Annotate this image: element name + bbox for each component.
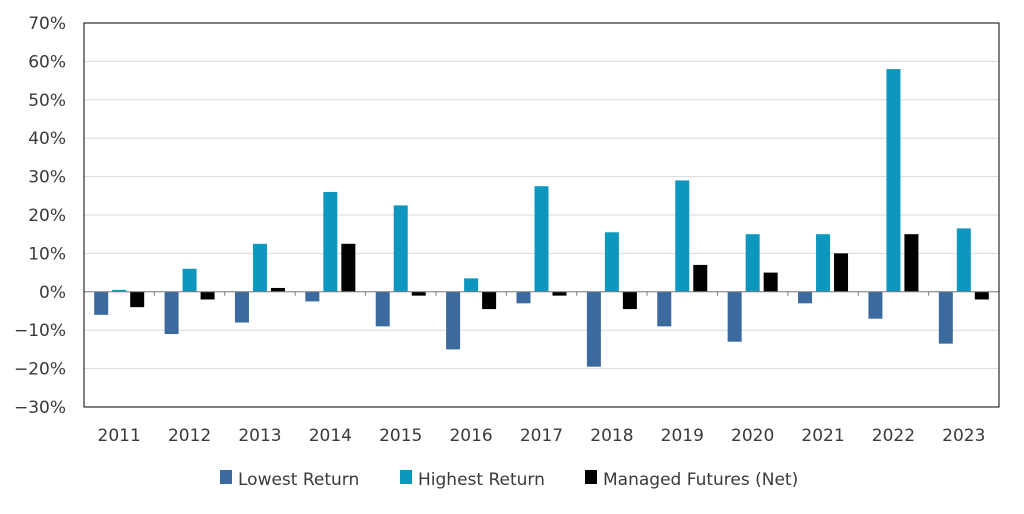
bar-managed-futures-net-2013 [270, 287, 285, 292]
bars [94, 69, 989, 367]
y-tick-label: −10% [14, 321, 66, 341]
bar-highest-return-2012 [182, 268, 197, 292]
bar-highest-return-2013 [252, 243, 267, 292]
bar-lowest-return-2022 [868, 291, 883, 319]
bar-managed-futures-net-2011 [130, 291, 145, 308]
bar-lowest-return-2017 [516, 291, 531, 304]
x-tick-label: 2017 [520, 426, 563, 446]
x-tick-label: 2021 [801, 426, 844, 446]
y-tick-label: 20% [28, 206, 66, 226]
bar-lowest-return-2011 [94, 291, 109, 315]
legend-label: Lowest Return [238, 470, 359, 490]
bar-highest-return-2018 [604, 232, 619, 292]
x-tick-label: 2018 [590, 426, 633, 446]
bar-managed-futures-net-2014 [341, 243, 356, 292]
bar-highest-return-2015 [393, 205, 408, 292]
bar-highest-return-2020 [745, 234, 760, 292]
bar-lowest-return-2013 [234, 291, 249, 323]
x-tick-label: 2011 [98, 426, 141, 446]
bar-highest-return-2011 [112, 289, 127, 292]
bar-highest-return-2022 [886, 69, 901, 292]
bar-highest-return-2021 [816, 234, 831, 292]
x-tick-label: 2013 [238, 426, 281, 446]
plot-area-border [83, 22, 1000, 408]
bar-managed-futures-net-2020 [763, 272, 778, 292]
y-tick-label: 70% [28, 14, 66, 34]
y-tick-label: −30% [14, 398, 66, 418]
bar-managed-futures-net-2022 [904, 234, 919, 292]
bar-managed-futures-net-2017 [552, 291, 567, 296]
x-tick-label: 2022 [872, 426, 915, 446]
legend-swatch [585, 470, 597, 484]
x-axis-ticks: 2011 2012 2013 2014 2015 2016 2017 2018 2019 2020… [98, 291, 985, 446]
bar-managed-futures-net-2021 [834, 253, 849, 292]
bar-lowest-return-2018 [586, 291, 601, 367]
y-tick-label: 40% [28, 129, 66, 149]
bar-lowest-return-2012 [164, 291, 179, 335]
bar-managed-futures-net-2023 [974, 291, 989, 300]
bar-managed-futures-net-2016 [482, 291, 497, 310]
x-tick-label: 2012 [168, 426, 211, 446]
x-tick-label: 2015 [379, 426, 422, 446]
bar-highest-return-2017 [534, 186, 549, 292]
y-axis-ticks: −30% −20% −10% 0% 10% 20% 30% 40% 50% 60% 70% [14, 14, 66, 418]
y-tick-label: 0% [39, 283, 66, 303]
legend-label: Highest Return [418, 470, 545, 490]
x-tick-label: 2016 [449, 426, 492, 446]
y-tick-label: −20% [14, 360, 66, 380]
bar-highest-return-2014 [323, 191, 338, 292]
y-tick-label: 10% [28, 244, 66, 264]
bar-highest-return-2016 [464, 278, 479, 292]
bar-highest-return-2023 [956, 228, 971, 292]
x-tick-label: 2020 [731, 426, 774, 446]
bar-managed-futures-net-2018 [622, 291, 637, 310]
bar-managed-futures-net-2015 [411, 291, 426, 296]
bar-managed-futures-net-2012 [200, 291, 215, 300]
bar-lowest-return-2016 [446, 291, 461, 350]
x-tick-label: 2014 [309, 426, 352, 446]
y-tick-label: 50% [28, 91, 66, 111]
bar-managed-futures-net-2019 [693, 264, 708, 292]
legend-label: Managed Futures (Net) [603, 470, 798, 490]
bar-lowest-return-2023 [938, 291, 953, 344]
x-tick-label: 2023 [942, 426, 985, 446]
legend: Lowest Return Highest Return Managed Futur… [220, 470, 798, 490]
bar-highest-return-2019 [675, 180, 690, 292]
bar-lowest-return-2015 [375, 291, 390, 327]
x-tick-label: 2019 [661, 426, 704, 446]
bar-lowest-return-2019 [657, 291, 672, 327]
legend-swatch [400, 470, 412, 484]
bar-lowest-return-2020 [727, 291, 742, 342]
y-tick-label: 30% [28, 168, 66, 188]
bar-lowest-return-2021 [798, 291, 813, 304]
y-tick-label: 60% [28, 52, 66, 72]
bar-lowest-return-2014 [305, 291, 320, 302]
legend-swatch [220, 470, 232, 484]
